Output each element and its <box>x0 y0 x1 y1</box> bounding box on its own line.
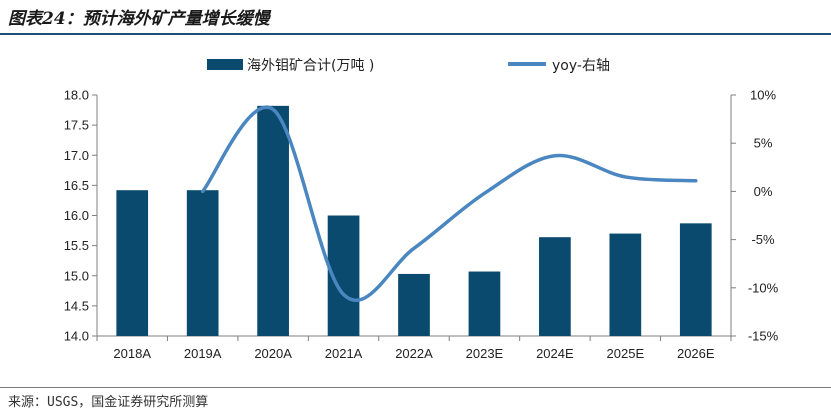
x-tick-label: 2021A <box>325 346 363 361</box>
right-tick-label: 5% <box>754 136 773 151</box>
x-tick-label: 2024E <box>536 346 574 361</box>
bar-2023E <box>468 271 501 336</box>
bar-2026E <box>679 223 712 336</box>
chart: 海外钼矿合计(万吨 ) yoy-右轴 14.014.515.015.516.01… <box>64 58 779 362</box>
right-tick-label: 10% <box>750 88 776 103</box>
x-tick-label: 2020A <box>254 346 292 361</box>
yoy-line-series <box>200 105 698 303</box>
bar-2019A <box>186 190 219 336</box>
left-tick-label: 17.0 <box>64 148 89 163</box>
right-tick-label: -10% <box>748 280 779 295</box>
x-tick-label: 2025E <box>607 346 645 361</box>
source-note: 来源：USGS，国金证券研究所测算 <box>8 395 209 410</box>
x-tick-label: 2026E <box>677 346 715 361</box>
left-tick-label: 18.0 <box>64 88 89 103</box>
axes: 14.0 14.5 15.0 15.5 16.0 16.5 17.0 17.5 18.0 -15%… <box>64 88 779 362</box>
bar-2024E <box>539 237 571 336</box>
x-tick-label: 2018A <box>113 346 151 361</box>
legend-line-label: yoy-右轴 <box>552 58 610 74</box>
legend-bar-label: 海外钼矿合计(万吨 ) <box>247 58 374 74</box>
left-tick-label: 15.0 <box>64 268 89 283</box>
legend-bar-swatch <box>207 59 243 70</box>
legend: 海外钼矿合计(万吨 ) yoy-右轴 <box>207 58 610 74</box>
x-tick-label: 2023E <box>466 346 504 361</box>
bar-series <box>116 105 712 336</box>
bar-2025E <box>609 233 642 336</box>
left-tick-label: 17.5 <box>64 118 89 133</box>
right-tick-label: 0% <box>754 184 773 199</box>
left-tick-label: 16.5 <box>64 178 89 193</box>
right-tick-label: -15% <box>748 329 779 344</box>
title-bar: 图表24：预计海外矿产量增长缓慢 <box>0 0 831 35</box>
bar-2020A <box>257 105 289 336</box>
x-tick-label: 2022A <box>395 346 433 361</box>
left-tick-label: 14.5 <box>64 298 89 313</box>
left-tick-label: 16.0 <box>64 208 89 223</box>
bar-2022A <box>398 273 430 336</box>
left-tick-label: 14.0 <box>64 329 89 344</box>
x-tick-label: 2019A <box>184 346 222 361</box>
title-divider <box>0 33 831 35</box>
right-tick-label: -5% <box>751 232 775 247</box>
chart-title: 图表24：预计海外矿产量增长缓慢 <box>8 9 270 29</box>
left-tick-label: 15.5 <box>64 238 89 253</box>
bar-2018A <box>116 190 149 336</box>
footer-divider <box>0 387 831 388</box>
